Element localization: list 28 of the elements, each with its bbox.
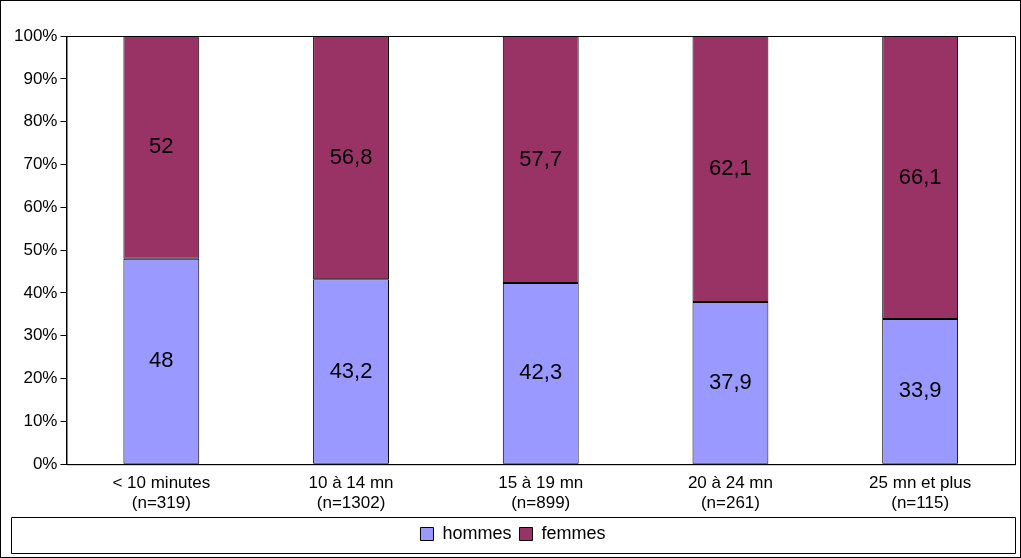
y-tick-label: 70%	[23, 154, 58, 174]
x-tick-label: 10 à 14 mn (n=1302)	[308, 473, 394, 513]
y-tick-label: 100%	[14, 25, 58, 45]
data-label: 57,7	[519, 145, 563, 171]
data-label: 48	[149, 347, 174, 373]
data-label: 33,9	[898, 377, 942, 403]
data-label: 43,2	[329, 357, 373, 383]
data-label: 56,8	[329, 143, 373, 169]
y-tick-label: 90%	[23, 68, 58, 88]
y-tick-label: 20%	[23, 368, 58, 388]
y-tick-label: 30%	[23, 325, 58, 345]
data-label: 52	[149, 133, 174, 159]
y-tick-label: 50%	[23, 239, 58, 259]
data-label: 37,9	[709, 368, 752, 394]
y-tick-label: 0%	[32, 453, 58, 473]
y-tick-label: 60%	[23, 196, 58, 216]
x-tick-label: 15 à 19 mn (n=899)	[498, 473, 584, 513]
y-tick-label: 40%	[23, 282, 58, 302]
data-label: 42,3	[519, 359, 563, 385]
y-tick-label: 80%	[23, 111, 58, 131]
x-tick-label: 25 mn et plus (n=115)	[869, 473, 972, 513]
x-tick-label: 20 à 24 mn (n=261)	[687, 473, 773, 513]
legend-label: hommes	[442, 522, 512, 543]
y-tick-label: 10%	[23, 411, 58, 431]
data-label: 62,1	[709, 155, 752, 181]
x-tick-label: < 10 minutes (n=319)	[112, 473, 211, 513]
legend-label: femmes	[541, 522, 606, 543]
data-label: 66,1	[898, 163, 942, 189]
